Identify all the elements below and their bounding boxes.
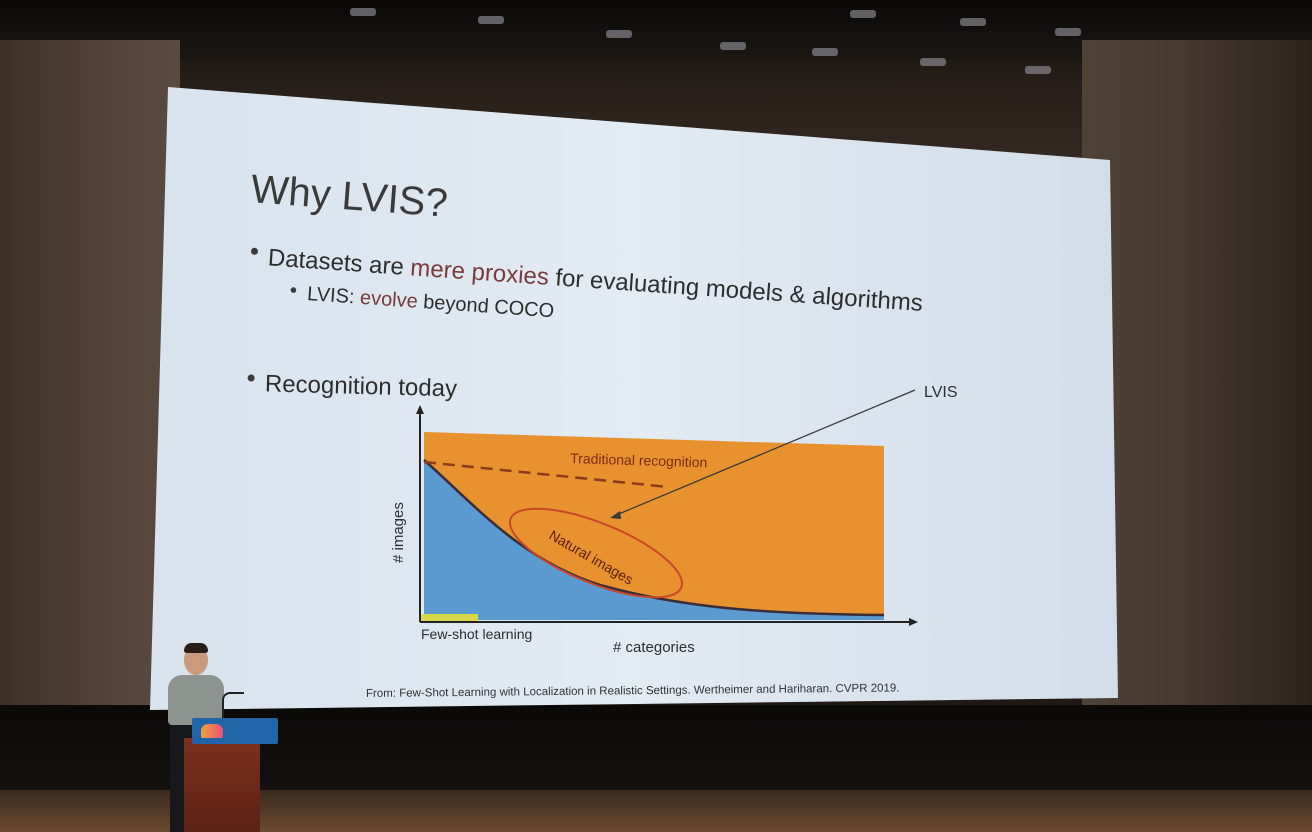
ceiling-light	[960, 18, 986, 26]
ceiling-light	[478, 16, 504, 24]
ceiling-light	[1025, 66, 1051, 74]
speaker-body	[168, 675, 224, 725]
bullet-dot	[247, 374, 255, 382]
ceiling-light	[920, 58, 946, 66]
lvis-pointer-arrow	[610, 511, 621, 519]
speaker-hair	[184, 643, 208, 653]
natural-images-region	[424, 460, 884, 620]
ceiling-light	[720, 42, 746, 50]
microphone	[222, 692, 244, 722]
slide-citation: From: Few-Shot Learning with Localizatio…	[366, 682, 900, 700]
sub-bullet-1-highlight: evolve	[359, 287, 418, 313]
bullet-dot	[290, 287, 297, 293]
ceiling-light	[850, 10, 876, 18]
bullet-2: Recognition today	[247, 370, 457, 402]
lvis-label: LVIS	[924, 384, 958, 401]
bullet-2-text: Recognition today	[265, 370, 458, 402]
podium	[184, 738, 260, 832]
few-shot-bar	[420, 614, 478, 621]
x-axis-arrow	[909, 618, 918, 626]
long-tail-curve	[423, 459, 885, 617]
natural-images-ellipse	[508, 507, 684, 599]
recognition-diagram: Traditional recognition Natural images L…	[390, 384, 958, 656]
conference-logo	[201, 724, 223, 738]
ceiling-light	[350, 8, 376, 16]
ceiling-light	[1055, 28, 1081, 36]
traditional-label: Traditional recognition	[570, 450, 708, 470]
ceiling-light	[812, 48, 838, 56]
y-axis-arrow	[416, 405, 424, 414]
sub-bullet-1-pre: LVIS:	[306, 283, 360, 309]
left-wall	[0, 40, 180, 740]
few-shot-label: Few-shot learning	[421, 626, 532, 642]
ceiling-light	[606, 30, 632, 38]
y-axis-label: # images	[390, 502, 407, 563]
x-axis-label: # categories	[613, 639, 695, 656]
bullet-dot	[250, 247, 258, 255]
right-wall	[1082, 40, 1312, 740]
traditional-dashed-line	[423, 460, 669, 489]
lvis-pointer-line	[613, 389, 916, 517]
